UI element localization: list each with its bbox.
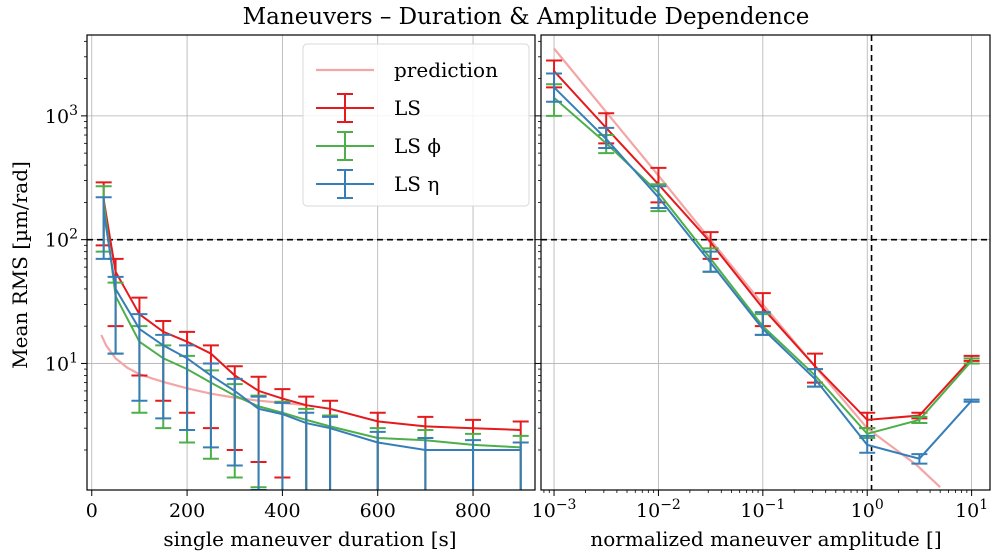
errorbar-ls_eta-amplitude-7 xyxy=(911,453,928,465)
errorbar-ls_eta-duration-12 xyxy=(417,436,434,490)
y-axis-label: Mean RMS [µm/rad] xyxy=(8,161,32,369)
errorbar-ls_eta-duration-2 xyxy=(131,313,148,402)
plot-area-duration xyxy=(87,181,535,490)
legend-swatch-ls_eta xyxy=(316,169,374,199)
errorbar-ls_eta-duration-5 xyxy=(202,362,219,449)
errorbar-ls_eta-duration-13 xyxy=(465,439,482,490)
legend-swatch-ls_phi xyxy=(316,131,374,161)
x-tick-label-duration-4: 800 xyxy=(455,500,491,522)
errorbar-ls_eta-amplitude-2 xyxy=(650,185,667,210)
legend-label-prediction: prediction xyxy=(394,58,498,82)
errorbar-ls_eta-duration-14 xyxy=(512,441,529,490)
errorbar-ls_eta-duration-11 xyxy=(369,430,386,490)
legend: prediction LS LS ϕ LS η xyxy=(302,43,530,207)
legend-box xyxy=(302,43,530,207)
x-tick-label-duration-1: 200 xyxy=(169,500,205,522)
x-tick-label-amplitude-3: 100 xyxy=(851,497,884,522)
legend-label-ls_phi: LS ϕ xyxy=(394,134,441,158)
errorbar-ls_eta-amplitude-0 xyxy=(546,72,563,103)
x-tick-label-amplitude-2: 10−1 xyxy=(740,497,785,522)
y-tick-label-0: 101 xyxy=(45,350,78,375)
x-axis-label-duration: single maneuver duration [s] xyxy=(163,527,456,551)
errorbar-ls_phi-amplitude-8 xyxy=(963,357,980,365)
errorbar-ls_eta-duration-1 xyxy=(107,275,124,355)
errorbar-ls_eta-amplitude-6 xyxy=(859,434,876,454)
errorbar-ls_eta-amplitude-5 xyxy=(806,368,823,388)
errorbar-ls_eta-amplitude-3 xyxy=(702,250,719,273)
y-tick-label-2: 103 xyxy=(45,103,78,128)
errorbar-ls_eta-duration-8 xyxy=(274,401,291,490)
legend-swatch-ls xyxy=(316,93,374,123)
x-tick-label-duration-2: 400 xyxy=(264,500,300,522)
errorbar-ls_eta-duration-6 xyxy=(226,377,243,467)
errorbar-ls_eta-duration-9 xyxy=(298,411,315,490)
errorbar-ls_eta-duration-7 xyxy=(250,395,267,490)
legend-label-ls: LS xyxy=(394,96,421,120)
x-tick-label-duration-3: 600 xyxy=(360,500,396,522)
x-axis-label-amplitude: normalized maneuver amplitude [] xyxy=(590,527,941,551)
panel-frame-amplitude xyxy=(540,34,991,491)
errorbar-ls_eta-duration-4 xyxy=(179,344,196,432)
series-line-ls_eta-duration xyxy=(102,210,521,451)
errorbar-ls_eta-duration-3 xyxy=(155,333,172,420)
x-tick-label-amplitude-0: 10−3 xyxy=(532,497,577,522)
x-tick-label-duration-0: 0 xyxy=(86,500,98,522)
chart-title: Maneuvers – Duration & Amplitude Depende… xyxy=(243,4,810,30)
series-line-ls-duration xyxy=(102,199,521,431)
errorbar-ls_eta-amplitude-1 xyxy=(598,126,615,150)
plot-layer: 0 200 400 600 800 101 102 103 10−3 10−2 10−1 100 101… xyxy=(45,34,991,522)
panel-frame-duration xyxy=(86,34,536,491)
plot-area-amplitude xyxy=(541,35,990,490)
errorbar-ls_eta-duration-10 xyxy=(322,415,339,490)
errorbar-ls_eta-amplitude-4 xyxy=(754,311,771,336)
errorbar-ls_eta-duration-0 xyxy=(95,196,112,260)
y-tick-label-1: 102 xyxy=(45,227,78,252)
errorbar-ls_phi-amplitude-7 xyxy=(911,415,928,425)
x-tick-label-amplitude-4: 101 xyxy=(955,497,988,522)
legend-label-ls_eta: LS η xyxy=(394,172,439,196)
x-tick-label-amplitude-1: 10−2 xyxy=(636,497,681,522)
errorbar-ls_eta-amplitude-8 xyxy=(963,398,980,403)
prediction-line-amplitude xyxy=(553,47,941,489)
